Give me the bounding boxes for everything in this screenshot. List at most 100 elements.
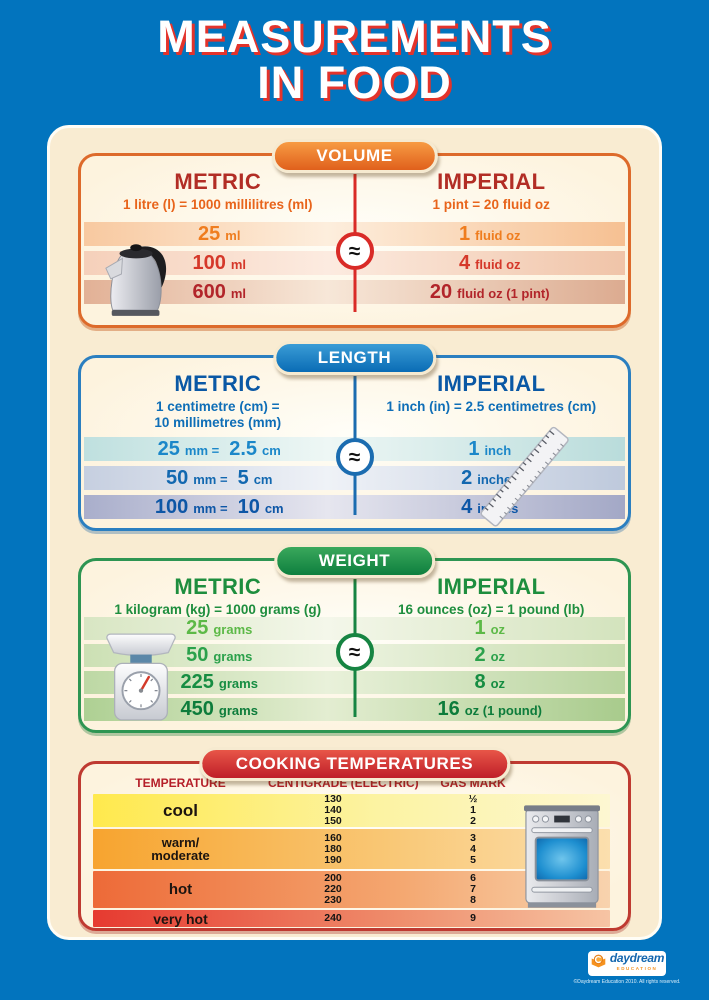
oven-icon — [524, 804, 600, 912]
volume-imperial-label: IMPERIAL — [437, 169, 546, 194]
table-row: cool 130 140 150 ½ 1 2 — [93, 794, 610, 827]
cm-unit: cm — [253, 471, 273, 487]
length-metric-column: METRIC 1 centimetre (cm) = 10 millimetre… — [81, 371, 355, 431]
gas-mark-values: 3 4 5 — [470, 831, 476, 866]
brand-subtitle: EDUCATION — [616, 966, 658, 971]
table-row: hot 200 220 230 6 7 8 — [93, 871, 610, 908]
gas-mark-values: 9 — [470, 912, 476, 924]
volume-imperial-column: IMPERIAL 1 pint = 20 fluid oz — [355, 169, 629, 213]
metric-unit: ml — [225, 227, 241, 243]
metric-value: 25 — [198, 222, 221, 245]
imperial-unit: fluid oz — [475, 256, 521, 272]
metric-unit: ml — [230, 256, 247, 272]
metric-value: 450 — [180, 698, 214, 720]
weight-imperial-label: IMPERIAL — [437, 574, 546, 599]
approximately-equal-icon: ≈ — [335, 438, 374, 476]
mm-unit: mm = — [193, 471, 228, 487]
metric-value: 100 — [192, 251, 226, 274]
imperial-value: 20 — [429, 280, 453, 303]
centigrade-values: 160 180 190 — [324, 831, 342, 866]
content-panel: VOLUME METRIC 1 litre (l) = 1000 millili… — [47, 125, 662, 940]
length-imperial-label: IMPERIAL — [437, 371, 546, 396]
table-row: warm/ moderate 160 180 190 3 4 5 — [93, 829, 610, 869]
imperial-unit: inch — [484, 442, 512, 458]
metric-unit: ml — [230, 285, 247, 301]
mm-value: 25 — [157, 437, 180, 460]
cooking-table-body: cool 130 140 150 ½ 1 2 warm/ — [93, 794, 610, 927]
imperial-unit: oz — [490, 676, 506, 691]
page-title: MEASUREMENTS IN FOOD — [0, 14, 709, 106]
weight-metric-rule: 1 kilogram (kg) = 1000 grams (g) — [114, 602, 322, 617]
column-header-temperature: TEMPERATURE — [135, 776, 226, 790]
volume-metric-column: METRIC 1 litre (l) = 1000 millilitres (m… — [81, 169, 355, 213]
length-metric-rule: 1 centimetre (cm) = 10 millimetres (mm) — [154, 399, 282, 430]
cm-value: 10 — [237, 495, 260, 518]
volume-imperial-rule: 1 pint = 20 fluid oz — [432, 197, 550, 212]
cooking-header-pill: COOKING TEMPERATURES — [198, 747, 511, 781]
length-section: LENGTH METRIC 1 centimetre (cm) = 10 mil… — [78, 341, 631, 531]
imperial-unit: fluid oz — [475, 227, 521, 243]
approximately-equal-icon: ≈ — [335, 232, 374, 270]
weight-imperial-column: IMPERIAL 16 ounces (oz) = 1 pound (lb) — [355, 574, 629, 618]
ruler-icon — [480, 418, 620, 530]
kitchen-scale-icon — [101, 625, 181, 729]
logo-book-icon — [590, 954, 607, 973]
cm-unit: cm — [262, 442, 281, 458]
weight-imperial-rule: 16 ounces (oz) = 1 pound (lb) — [398, 602, 585, 617]
length-column-headers: METRIC 1 centimetre (cm) = 10 millimetre… — [81, 371, 628, 431]
cm-unit: cm — [264, 500, 284, 516]
imperial-value: 1 — [458, 222, 471, 245]
imperial-value: 2 — [474, 644, 486, 666]
cooking-temperatures-section: COOKING TEMPERATURES TEMPERATURE CENTIGR… — [78, 747, 631, 931]
length-imperial-column: IMPERIAL 1 inch (in) = 2.5 centimetres (… — [355, 371, 629, 431]
temperature-label: very hot — [153, 910, 208, 927]
table-row: very hot 240 9 — [93, 910, 610, 927]
gas-mark-values: ½ 1 2 — [468, 793, 478, 827]
weight-header-pill: WEIGHT — [273, 544, 436, 578]
volume-metric-label: METRIC — [174, 169, 262, 194]
metric-unit: grams — [213, 649, 253, 664]
volume-header-pill: VOLUME — [271, 139, 438, 173]
daydream-education-logo: daydream EDUCATION — [588, 951, 666, 976]
centigrade-values: 200 220 230 — [324, 872, 342, 906]
imperial-unit: oz — [490, 622, 506, 637]
imperial-value: 1 — [474, 617, 486, 639]
brand-name: daydream — [609, 951, 665, 965]
imperial-value: 4 — [461, 495, 473, 518]
length-imperial-rule: 1 inch (in) = 2.5 centimetres (cm) — [386, 399, 597, 414]
mm-unit: mm = — [193, 500, 228, 516]
imperial-unit: oz (1 pound) — [464, 703, 542, 718]
imperial-value: 4 — [458, 251, 471, 274]
imperial-value: 16 — [437, 698, 460, 720]
weight-metric-column: METRIC 1 kilogram (kg) = 1000 grams (g) — [81, 574, 355, 618]
imperial-value: 8 — [474, 671, 486, 693]
metric-unit: grams — [213, 622, 253, 637]
weight-metric-label: METRIC — [174, 574, 262, 599]
length-metric-label: METRIC — [174, 371, 262, 396]
mm-value: 100 — [154, 495, 189, 518]
title-line-1: MEASUREMENTS — [157, 11, 552, 62]
metric-unit: grams — [218, 676, 258, 691]
volume-column-headers: METRIC 1 litre (l) = 1000 millilitres (m… — [81, 169, 628, 213]
mm-unit: mm = — [184, 442, 220, 458]
kettle-icon — [101, 228, 177, 320]
temperature-label: warm/ moderate — [151, 835, 210, 863]
temperature-label: cool — [163, 800, 198, 820]
cm-value: 5 — [237, 466, 249, 489]
temperature-label: hot — [168, 881, 193, 898]
gas-mark-values: 6 7 8 — [470, 872, 476, 906]
centigrade-values: 130 140 150 — [324, 793, 342, 827]
imperial-value: 2 — [461, 466, 473, 489]
imperial-unit: oz — [490, 649, 506, 664]
volume-section: VOLUME METRIC 1 litre (l) = 1000 millili… — [78, 139, 631, 328]
approximately-equal-icon: ≈ — [335, 633, 374, 671]
imperial-unit: fluid oz (1 pint) — [457, 285, 550, 301]
metric-value: 25 — [186, 617, 209, 639]
metric-value: 600 — [192, 280, 226, 303]
cm-value: 2.5 — [229, 437, 258, 460]
volume-metric-rule: 1 litre (l) = 1000 millilitres (ml) — [123, 197, 313, 212]
metric-value: 225 — [180, 671, 214, 693]
metric-value: 50 — [186, 644, 209, 666]
weight-column-headers: METRIC 1 kilogram (kg) = 1000 grams (g) … — [81, 574, 628, 618]
